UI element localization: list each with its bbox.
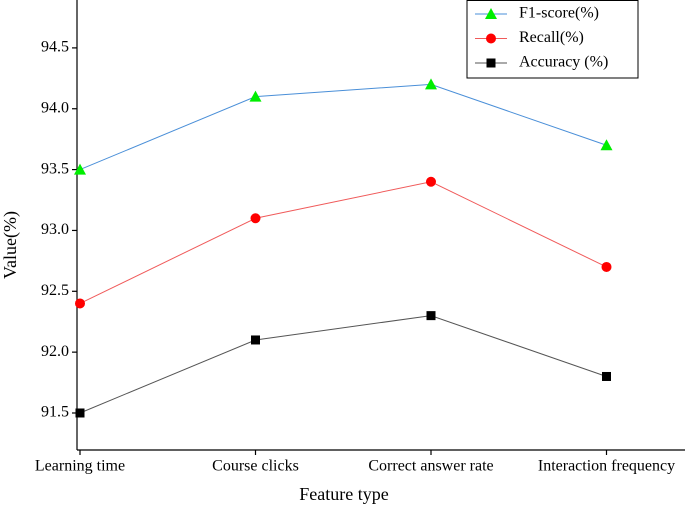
- data-point: [250, 213, 261, 224]
- y-tick-label: 93.5: [41, 160, 69, 177]
- y-tick-label: 92.0: [41, 343, 69, 360]
- y-tick-label: 92.5: [41, 282, 69, 299]
- data-point: [426, 176, 436, 187]
- data-point: [426, 311, 436, 321]
- data-point: [425, 78, 437, 90]
- y-axis-title: Value(%): [0, 211, 21, 279]
- data-point: [601, 261, 612, 272]
- series-line: [79, 181, 607, 304]
- y-tick-label: 93.0: [41, 221, 69, 238]
- y-tick-label: 91.5: [41, 404, 69, 421]
- x-tick-label: Course clicks: [212, 458, 299, 475]
- y-tick-label: 94.0: [41, 99, 69, 116]
- y-tick-label: 94.5: [41, 39, 69, 56]
- x-tick-label: Learning time: [35, 458, 125, 475]
- legend-label: Accuracy (%): [519, 54, 608, 71]
- legend-marker: [486, 33, 496, 44]
- legend-label: Recall(%): [519, 29, 584, 46]
- legend-marker: [485, 8, 497, 19]
- x-tick-label: Correct answer rate: [368, 458, 493, 475]
- data-point: [74, 163, 86, 175]
- data-point: [251, 335, 260, 345]
- legend-marker: [486, 58, 496, 68]
- data-point: [75, 408, 85, 418]
- series-line: [79, 315, 607, 414]
- legend-label: F1-score(%): [519, 5, 599, 22]
- data-point: [249, 90, 262, 102]
- x-axis-title: Feature type: [299, 484, 388, 504]
- data-point: [602, 371, 611, 381]
- data-point: [75, 298, 85, 309]
- data-point: [600, 139, 613, 151]
- x-tick-label: Interaction frequency: [538, 458, 675, 475]
- series-line: [79, 83, 607, 171]
